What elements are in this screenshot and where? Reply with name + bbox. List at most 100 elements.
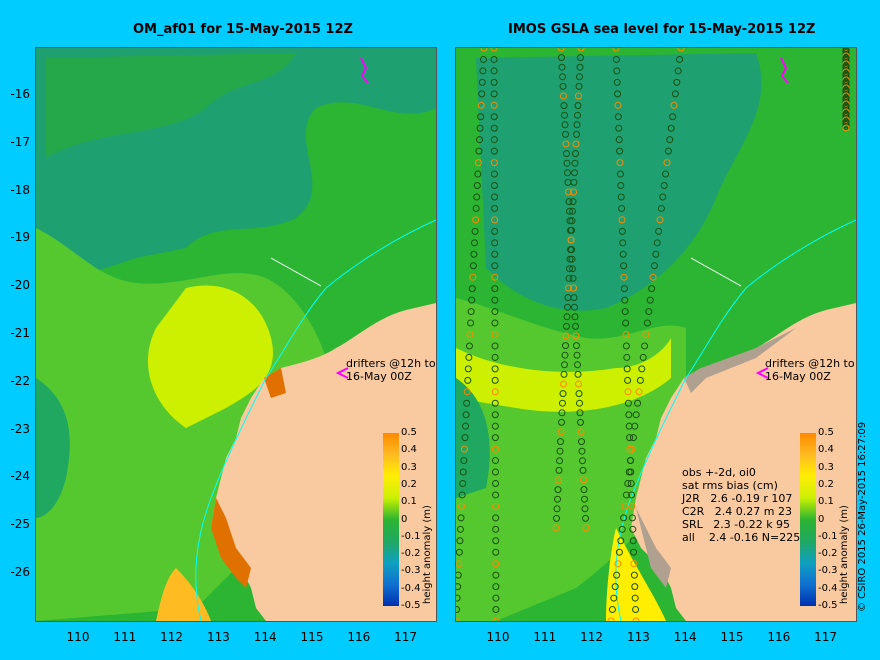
altimetry-point [612,48,620,52]
drifters-label-left: drifters @12h to 16-May 00Z [346,357,436,383]
altimetry-point [632,606,640,614]
altimetry-point [618,227,626,235]
altimetry-point [632,617,640,621]
lon-tick-label: 113 [626,630,650,644]
altimetry-point [572,322,579,330]
shelf-warm [211,368,286,588]
altimetry-point [576,63,584,71]
altimetry-point [632,411,640,419]
altimetry-point [456,525,464,533]
altimetry-point [622,491,630,499]
altimetry-point [555,476,562,484]
altimetry-point [663,159,671,167]
altimetry-point [490,48,498,52]
altimetry-point [611,583,619,591]
altimetry-point [556,447,564,455]
altimetry-point [677,48,685,52]
altimetry-point [478,90,486,98]
altimetry-point [575,82,583,90]
altimetry-point [561,351,569,359]
altimetry-point [615,124,623,132]
altimetry-point [552,524,560,532]
altimetry-point [460,445,468,453]
altimetry-point [639,353,647,361]
lon-tick-label: 110 [486,630,510,644]
altimetry-point [643,319,651,327]
altimetry-point [566,255,574,263]
altimetry-point [475,147,483,155]
altimetry-point [576,73,583,81]
altimetry-point [634,399,642,407]
lon-tick-label: 116 [347,630,371,644]
altimetry-point [465,353,473,361]
colorbar-tick-label: -0.3 [401,565,421,577]
altimetry-point [574,370,582,378]
altimetry-point [648,285,656,293]
altimetry-point [573,342,580,350]
anomaly-blob [46,53,296,158]
altimetry-point [630,560,638,568]
altimetry-point [562,140,570,148]
obs-stat-line: all 2.4 -0.16 N=225 [682,531,801,544]
altimetry-point [477,101,485,109]
altimetry-point [456,548,463,556]
altimetry-point [624,388,632,396]
altimetry-point [456,594,461,602]
altimetry-point [620,262,628,270]
altimetry-point [576,399,583,407]
altimetry-point [492,606,500,614]
altimetry-point [638,365,646,373]
altimetry-point [628,502,636,510]
altimetry-point [467,319,475,327]
altimetry-point [490,90,498,98]
altimetry-point [576,409,584,417]
colorbar-right [800,433,816,606]
altimetry-point [467,308,475,316]
altimetry-point [560,102,568,110]
altimetry-point [464,365,472,373]
lat-tick-label: -21 [10,326,30,340]
altimetry-point [491,376,499,384]
colorbar-label-left: height anomaly (m) [422,505,433,604]
altimetry-point [558,54,565,62]
obs-stat-line: sat rms bias (cm) [682,479,778,492]
altimetry-point [666,136,674,144]
lat-tick-label: -23 [10,421,30,436]
altimetry-point [627,479,635,487]
drifter-arrow-icon [755,367,769,379]
altimetry-point [575,390,583,398]
anomaly-blob [156,568,211,621]
altimetry-point [624,399,632,407]
altimetry-point [571,159,579,167]
altimetry-point [572,140,580,148]
altimetry-point [620,514,628,522]
altimetry-point [571,313,579,321]
altimetry-point [491,216,499,224]
colorbar-tick-label: -0.4 [818,582,838,594]
altimetry-point [553,505,561,513]
lon-tick-label: 115 [720,630,744,644]
altimetry-point [574,111,581,119]
obs-stats: obs +-2d, oi0 sat rms bias (cm) J2R 2.6 -0… [682,466,800,544]
left-map-panel [35,47,437,622]
altimetry-point [572,332,580,340]
altimetry-point [492,502,500,510]
altimetry-point [554,495,561,503]
altimetry-point [491,399,499,407]
altimetry-point [565,284,572,292]
colorbar-tick-label: 0.5 [818,427,834,438]
altimetry-point [491,227,499,235]
altimetry-point [649,273,657,281]
altimetry-point [568,217,576,225]
altimetry-point [671,90,679,98]
colorbar-label-right: height anomaly (m) [839,505,850,604]
altimetry-point [614,90,622,98]
altimetry-point [474,170,482,178]
altimetry-point [491,296,499,304]
altimetry-point [491,468,499,476]
altimetry-point [472,204,480,212]
anomaly-blob [476,53,762,311]
shelf-grey [636,328,796,588]
altimetry-point [577,54,584,62]
section-line [690,257,742,287]
